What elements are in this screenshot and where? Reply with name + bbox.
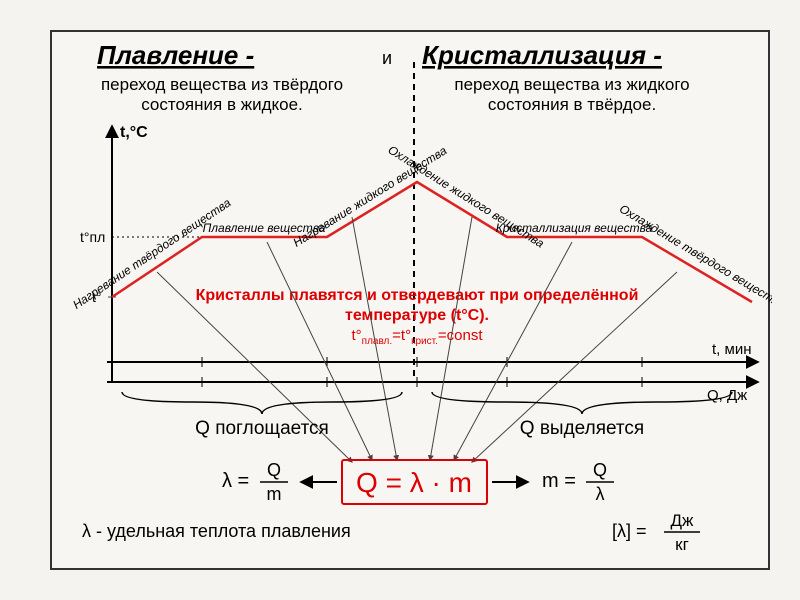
subtitle-right2: состояния в твёрдое.	[488, 95, 656, 114]
title-left: Плавление -	[97, 40, 254, 70]
x-axis-label-bot: Q, Дж	[707, 387, 747, 404]
subtitle-left: переход вещества из твёрдого	[101, 75, 343, 94]
formula-main: Q = λ · m	[356, 467, 472, 498]
formula-right-num: Q	[593, 460, 607, 480]
formula-left-den: m	[267, 484, 282, 504]
y-axis-label: t,°C	[120, 124, 148, 141]
unit-num: Дж	[671, 511, 695, 530]
subtitle-right: переход вещества из жидкого	[454, 75, 689, 94]
seg5-label: Кристаллизация вещества	[496, 221, 653, 235]
phase-curve	[112, 182, 752, 302]
y-tick-tpl: t°пл	[80, 229, 105, 245]
formula-left-num: Q	[267, 460, 281, 480]
brace-right-label: Q выделяется	[520, 418, 644, 439]
brace-left	[122, 392, 402, 414]
title-right: Кристаллизация -	[422, 40, 662, 70]
brace-left-label: Q поглощается	[195, 418, 329, 439]
lambda-definition: λ - удельная теплота плавления	[82, 521, 351, 541]
x-axis-label-top: t, мин	[712, 341, 751, 358]
subtitle-left2: состояния в жидкое.	[141, 95, 303, 114]
title-conj: и	[382, 48, 392, 68]
formula-left-lhs: λ =	[222, 470, 249, 492]
seg6-label: Охлаждение твёрдого вещества	[617, 202, 772, 312]
formula-right-den: λ	[596, 484, 605, 504]
unit-lhs: [λ] =	[612, 521, 647, 541]
center-note-2: температуре (t°C).	[345, 307, 489, 324]
center-note-1: Кристаллы плавятся и отвердевают при опр…	[196, 287, 639, 304]
formula-right-lhs: m =	[542, 470, 576, 492]
center-note-3: t°плавл.=t°крист.=const	[351, 327, 483, 347]
unit-den: кг	[675, 535, 689, 554]
seg3-label: Нагревание жидкого вещества	[291, 143, 450, 250]
brace-right	[432, 392, 732, 414]
